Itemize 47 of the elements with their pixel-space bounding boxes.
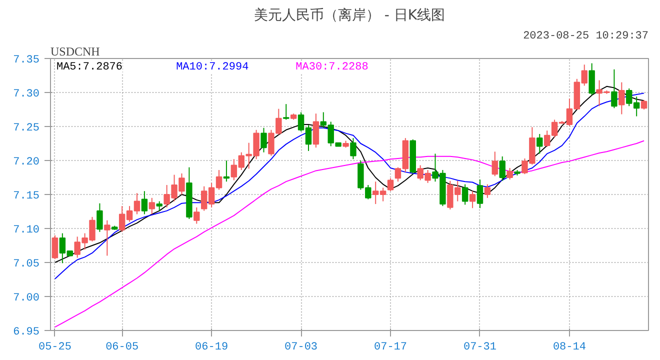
- y-tick-label: 7.20: [13, 156, 40, 168]
- candlestick: [618, 82, 625, 115]
- y-tick-label: 7.05: [13, 258, 40, 270]
- y-tick-label: 7.35: [13, 54, 40, 66]
- x-tick-label: 05-25: [38, 342, 72, 354]
- x-tick-label: 08-14: [552, 342, 586, 354]
- candlestick: [506, 167, 513, 180]
- candlestick: [141, 190, 148, 215]
- candlestick: [499, 156, 506, 182]
- candlestick: [96, 202, 103, 232]
- candlestick: [260, 127, 267, 153]
- candlestick: [52, 234, 58, 260]
- candlestick: [469, 190, 476, 209]
- candlestick: [148, 197, 156, 215]
- x-tick-label: 07-31: [463, 342, 497, 354]
- candlestick: [283, 104, 290, 120]
- candlestick: [104, 220, 110, 256]
- candlestick: [492, 151, 498, 177]
- y-tick-label: 7.15: [13, 190, 40, 202]
- x-tick-label: 07-17: [374, 342, 408, 354]
- y-tick-label: 7.30: [13, 88, 40, 100]
- x-tick-label: 06-19: [195, 342, 228, 354]
- y-tick-label: 6.95: [13, 326, 40, 338]
- candlestick: [194, 206, 200, 224]
- line-series: [54, 140, 645, 328]
- candlestick: [312, 113, 320, 148]
- candlestick: [536, 133, 543, 154]
- candlestick: [387, 178, 394, 192]
- y-tick-label: 7.25: [13, 122, 40, 134]
- chart-subtitle: USDCNH: [50, 44, 100, 58]
- candlestick: [588, 62, 595, 96]
- candlestick: [611, 68, 618, 109]
- candlestick: [476, 179, 484, 209]
- text: MA5:7.2876: [56, 62, 122, 74]
- candlestick: [156, 200, 162, 212]
- text: MA30:7.2288: [296, 62, 368, 74]
- x-tick-label: 06-05: [106, 342, 139, 354]
- candlestick: [484, 184, 491, 198]
- candlestick: [350, 138, 356, 160]
- x-tick-label: 07-03: [284, 342, 318, 354]
- text: MA10:7.2994: [176, 62, 250, 74]
- text: 2023-08-25 10:29:37: [523, 30, 648, 42]
- y-tick-label: 7.10: [13, 224, 40, 236]
- candlestick: [462, 184, 468, 206]
- candlestick: [640, 99, 648, 110]
- y-tick-label: 7.00: [13, 292, 40, 304]
- chart-title: 美元人民币（离岸） - 日K线图: [254, 8, 446, 24]
